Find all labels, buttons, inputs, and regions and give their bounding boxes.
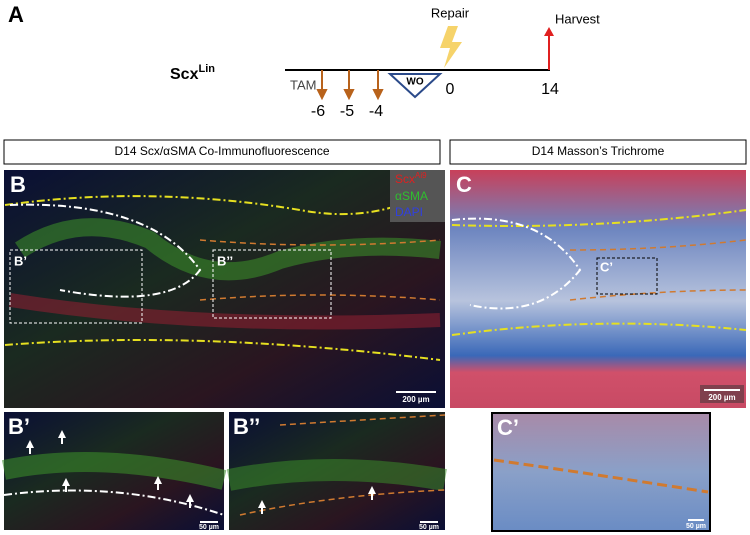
lightning <box>440 26 462 68</box>
legend-box <box>390 170 445 222</box>
panel-label: C <box>456 172 472 197</box>
tam-arrows <box>316 70 384 101</box>
legend-entry: αSMA <box>395 189 428 203</box>
inset-label: B’’ <box>217 253 233 268</box>
outline <box>3 489 225 516</box>
day: -4 <box>369 103 383 120</box>
mouse-line: ScxLin <box>170 63 215 83</box>
tissue <box>8 293 441 330</box>
outline <box>569 239 747 301</box>
panel-label: B’’ <box>233 414 260 439</box>
harvest-arrowhead <box>544 27 554 36</box>
harvest: Harvest <box>555 11 600 26</box>
tam: TAM <box>290 77 316 92</box>
inset-box <box>9 249 143 324</box>
panel-label: B <box>10 172 26 197</box>
outline <box>493 458 709 494</box>
washout: WO <box>406 77 423 88</box>
header-box <box>449 139 747 165</box>
inset-label: B’ <box>14 253 27 268</box>
repair-day: 0 <box>446 81 455 98</box>
inset-label: C’ <box>600 259 613 274</box>
scale-label: 50 µm <box>419 524 439 531</box>
outline <box>451 209 747 336</box>
inset-box <box>212 249 332 319</box>
outline <box>199 239 441 301</box>
tissue <box>226 459 447 491</box>
panel-label: B’ <box>8 414 30 439</box>
day: -6 <box>311 103 325 120</box>
tissue <box>15 218 441 281</box>
scale-label: 200 µm <box>708 393 735 402</box>
inset-box <box>596 257 658 295</box>
harvest-day: 14 <box>541 81 559 98</box>
fluorescence-image <box>4 170 445 408</box>
legend-entry: DAPI <box>395 205 423 219</box>
repair: Repair <box>431 5 470 20</box>
scale-label: 50 µm <box>686 523 706 530</box>
washout-triangle <box>387 73 443 99</box>
legend-name: Scx <box>395 172 415 186</box>
tissue <box>1 452 227 490</box>
outline <box>9 203 202 298</box>
outline <box>4 339 441 361</box>
header: D14 Masson’s Trichrome <box>532 144 665 158</box>
mouse-sup: Lin <box>198 63 215 75</box>
legend-entry: ScxAi9 <box>395 171 427 186</box>
day: -5 <box>340 103 354 120</box>
scale-label: 50 µm <box>199 524 219 531</box>
scale-label: 200 µm <box>402 395 429 404</box>
arrows <box>26 430 194 508</box>
outline <box>451 217 582 310</box>
legend-sup: Ai9 <box>415 171 427 180</box>
panel-label: A <box>8 2 24 27</box>
arrows <box>258 486 376 514</box>
mouse: Scx <box>170 66 199 83</box>
header: D14 Scx/αSMA Co-Immunofluorescence <box>114 144 329 158</box>
header-box <box>3 139 441 165</box>
zoom-image <box>491 412 711 532</box>
panel-label: C’ <box>497 415 519 440</box>
trichrome-image <box>450 170 746 408</box>
